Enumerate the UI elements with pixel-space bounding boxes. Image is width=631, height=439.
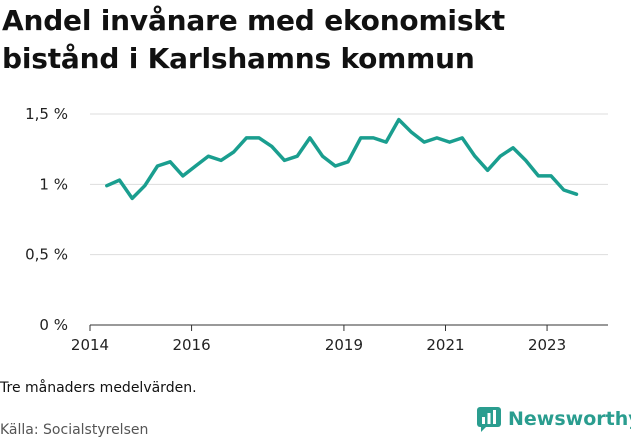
- y-tick-label: 1 %: [39, 175, 68, 193]
- gridlines: [90, 113, 608, 256]
- x-tick-label: 2021: [426, 336, 464, 354]
- brand-logo[interactable]: Newsworthy: [476, 406, 631, 432]
- data-series: [105, 117, 579, 201]
- chart-note: Tre månaders medelvärden.: [0, 380, 197, 396]
- brand-name: Newsworthy: [508, 408, 631, 430]
- y-tick-label: 0,5 %: [25, 246, 68, 264]
- newsworthy-logo-icon: [477, 407, 501, 432]
- series-line: [105, 117, 579, 201]
- y-axis-labels: 0 % 0,5 % 1 % 1,5 %: [25, 105, 68, 334]
- x-tick-label: 2023: [528, 336, 566, 354]
- y-tick-label: 1,5 %: [25, 105, 68, 123]
- y-tick-label: 0 %: [39, 316, 68, 334]
- x-tick-label: 2016: [172, 336, 210, 354]
- chart-title: Andel invånare med ekonomiskt bistånd i …: [2, 4, 505, 75]
- x-axis-labels: 2014 2016 2019 2021 2023: [71, 336, 566, 354]
- x-axis: [89, 324, 608, 331]
- x-tick-label: 2019: [325, 336, 363, 354]
- source-credit: Källa: Socialstyrelsen: [0, 422, 149, 438]
- x-tick-label: 2014: [71, 336, 109, 354]
